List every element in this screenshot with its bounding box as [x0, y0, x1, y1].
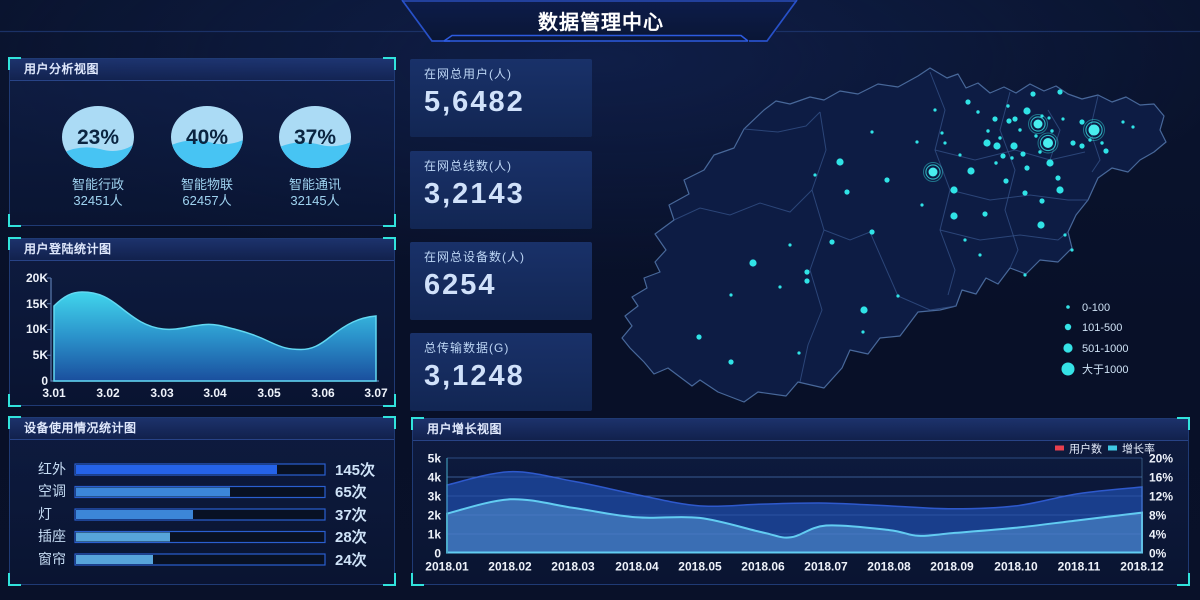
svg-text:2018.10: 2018.10 — [994, 560, 1038, 574]
svg-text:1k: 1k — [428, 528, 442, 542]
svg-text:2018.08: 2018.08 — [867, 560, 911, 574]
svg-text:增长率: 增长率 — [1122, 442, 1155, 456]
svg-text:2018.02: 2018.02 — [488, 560, 532, 574]
svg-text:2018.05: 2018.05 — [678, 560, 722, 574]
svg-text:23%: 23% — [77, 126, 119, 149]
svg-text:3.01: 3.01 — [42, 386, 66, 400]
svg-text:65次: 65次 — [335, 483, 367, 501]
svg-text:40%: 40% — [186, 126, 228, 149]
svg-text:用户数: 用户数 — [1069, 442, 1102, 456]
svg-text:3.07: 3.07 — [364, 386, 388, 400]
svg-text:2018.12: 2018.12 — [1120, 560, 1164, 574]
svg-text:大于1000: 大于1000 — [1082, 362, 1128, 376]
svg-text:37次: 37次 — [335, 506, 367, 524]
svg-text:2018.03: 2018.03 — [551, 560, 595, 574]
svg-text:37%: 37% — [294, 126, 336, 149]
svg-text:窗帘: 窗帘 — [38, 551, 66, 567]
svg-text:3.03: 3.03 — [150, 386, 174, 400]
svg-text:101-500: 101-500 — [1082, 322, 1122, 334]
svg-text:3k: 3k — [428, 490, 442, 504]
svg-text:3.05: 3.05 — [257, 386, 281, 400]
svg-text:15K: 15K — [26, 297, 48, 311]
svg-text:2k: 2k — [428, 509, 442, 523]
svg-text:3.04: 3.04 — [203, 386, 227, 400]
svg-text:5K: 5K — [33, 348, 49, 362]
svg-text:2018.11: 2018.11 — [1058, 560, 1101, 574]
svg-text:0: 0 — [434, 547, 441, 561]
svg-text:20K: 20K — [26, 271, 48, 285]
svg-text:10K: 10K — [26, 322, 48, 336]
svg-text:16%: 16% — [1149, 471, 1173, 485]
svg-text:红外: 红外 — [38, 461, 66, 477]
svg-text:0-100: 0-100 — [1082, 302, 1110, 314]
svg-text:0%: 0% — [1149, 547, 1167, 561]
svg-text:3.02: 3.02 — [96, 386, 120, 400]
svg-text:灯: 灯 — [38, 506, 52, 522]
svg-text:3.06: 3.06 — [311, 386, 335, 400]
svg-text:501-1000: 501-1000 — [1082, 343, 1129, 355]
svg-text:2018.01: 2018.01 — [425, 560, 469, 574]
svg-text:插座: 插座 — [38, 528, 66, 544]
svg-text:4%: 4% — [1149, 528, 1167, 542]
svg-text:2018.09: 2018.09 — [930, 560, 974, 574]
svg-text:8%: 8% — [1149, 509, 1167, 523]
svg-text:2018.06: 2018.06 — [741, 560, 785, 574]
svg-text:2018.04: 2018.04 — [615, 560, 659, 574]
svg-text:空调: 空调 — [38, 483, 66, 499]
svg-text:0: 0 — [41, 374, 48, 388]
svg-text:4k: 4k — [428, 471, 442, 485]
svg-text:5k: 5k — [428, 452, 442, 466]
svg-text:2018.07: 2018.07 — [804, 560, 848, 574]
svg-text:12%: 12% — [1149, 490, 1173, 504]
svg-text:28次: 28次 — [335, 528, 367, 546]
svg-text:24次: 24次 — [335, 551, 367, 569]
svg-text:20%: 20% — [1149, 452, 1173, 466]
svg-text:145次: 145次 — [335, 461, 375, 479]
